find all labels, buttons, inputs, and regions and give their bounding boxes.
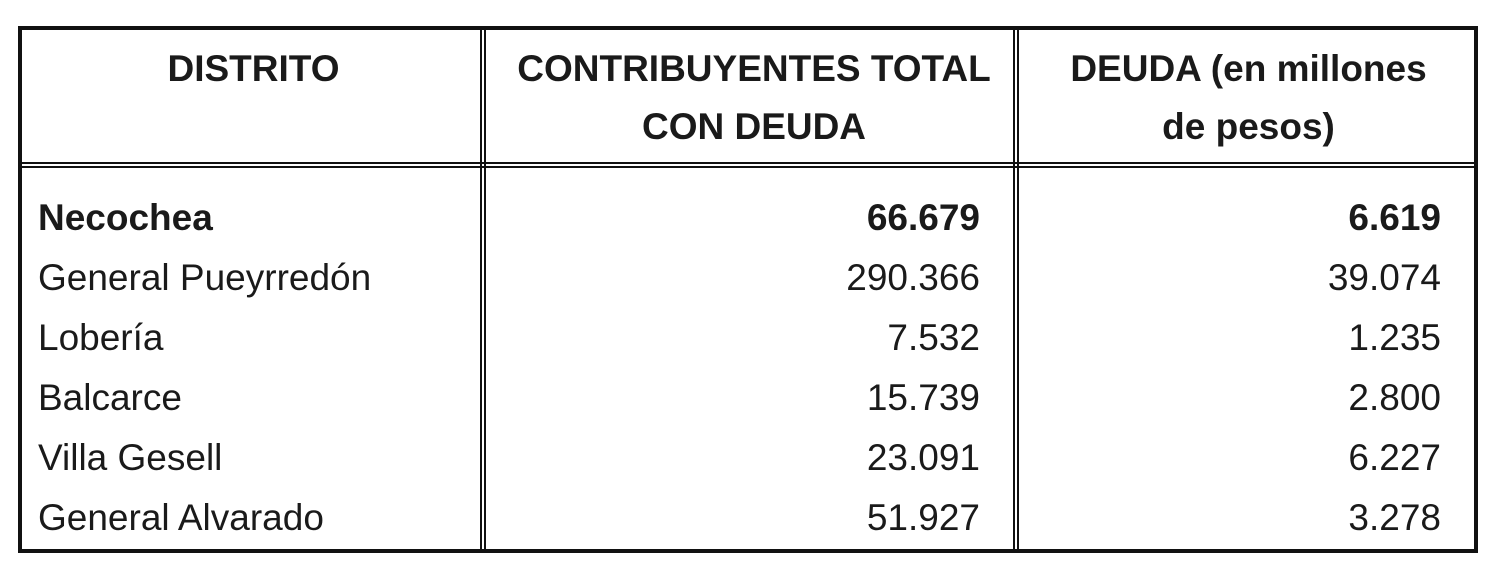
- cell-contribuyentes: 66.679: [866, 197, 980, 238]
- cell-deuda: 6.227: [1348, 437, 1441, 478]
- table-row: General Pueyrredón 290.366 39.074: [22, 248, 1474, 308]
- column-divider-1: [480, 30, 486, 549]
- header-contribuyentes-line-2: CON DEUDA: [641, 106, 867, 147]
- data-table: DISTRITO CONTRIBUYENTES TOTAL CON DEUDA …: [18, 26, 1478, 553]
- cell-contribuyentes: 290.366: [846, 257, 980, 298]
- header-distrito: DISTRITO: [22, 30, 485, 167]
- cell-deuda: 6.619: [1348, 197, 1441, 238]
- table-row: Villa Gesell 23.091 6.227: [22, 428, 1474, 488]
- header-deuda-line-1: DEUDA (en millones: [1070, 48, 1427, 89]
- header-divider: [22, 162, 1474, 168]
- cell-deuda: 3.278: [1348, 497, 1441, 538]
- header-distrito-label: DISTRITO: [167, 48, 340, 89]
- cell-distrito: Balcarce: [38, 377, 182, 418]
- cell-contribuyentes: 23.091: [866, 437, 980, 478]
- header-deuda: DEUDA (en millones de pesos): [1023, 30, 1474, 167]
- cell-distrito: General Pueyrredón: [38, 257, 372, 298]
- cell-distrito: Villa Gesell: [38, 437, 223, 478]
- cell-distrito: Necochea: [38, 197, 213, 238]
- header-contribuyentes-line-1: CONTRIBUYENTES TOTAL: [517, 48, 991, 89]
- header-contribuyentes: CONTRIBUYENTES TOTAL CON DEUDA: [490, 30, 1018, 167]
- header-deuda-line-2: de pesos): [1162, 106, 1335, 147]
- table-row: Necochea 66.679 6.619: [22, 188, 1474, 248]
- table-row: General Alvarado 51.927 3.278: [22, 488, 1474, 548]
- table-row: Balcarce 15.739 2.800: [22, 368, 1474, 428]
- cell-contribuyentes: 51.927: [866, 497, 980, 538]
- table-row: Lobería 7.532 1.235: [22, 308, 1474, 368]
- column-divider-2: [1013, 30, 1019, 549]
- cell-distrito: General Alvarado: [38, 497, 324, 538]
- table-body: Necochea 66.679 6.619 General Pueyrredón…: [22, 188, 1474, 548]
- cell-deuda: 39.074: [1327, 257, 1441, 298]
- cell-deuda: 1.235: [1348, 317, 1441, 358]
- cell-distrito: Lobería: [38, 317, 164, 358]
- cell-contribuyentes: 7.532: [887, 317, 980, 358]
- cell-contribuyentes: 15.739: [866, 377, 980, 418]
- cell-deuda: 2.800: [1348, 377, 1441, 418]
- table-header-row: DISTRITO CONTRIBUYENTES TOTAL CON DEUDA …: [22, 30, 1474, 167]
